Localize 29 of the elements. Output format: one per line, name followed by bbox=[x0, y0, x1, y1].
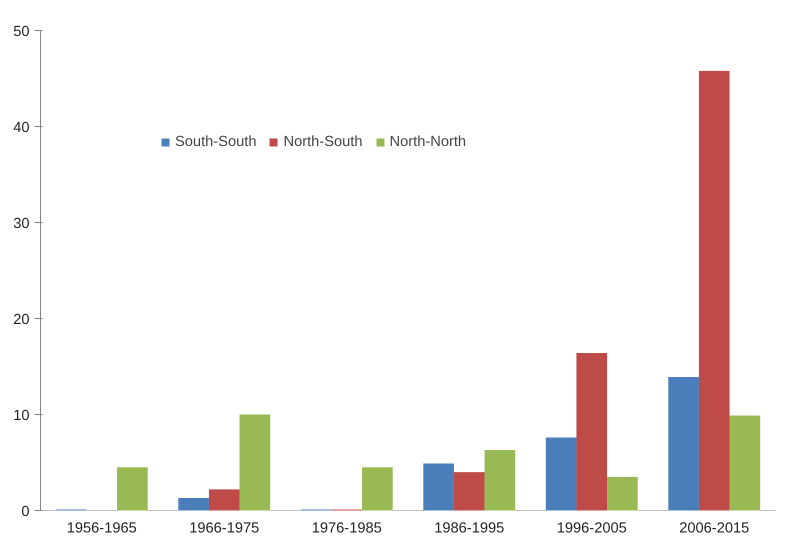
legend-label: North-North bbox=[390, 134, 466, 150]
y-tick-label: 10 bbox=[13, 408, 30, 424]
x-tick-label: 1976-1985 bbox=[312, 520, 382, 536]
bar bbox=[454, 472, 485, 510]
bar bbox=[668, 377, 699, 510]
bar bbox=[546, 438, 576, 510]
x-tick-label: 1996-2005 bbox=[556, 520, 627, 536]
bar bbox=[117, 467, 148, 510]
y-tick-label: 30 bbox=[13, 216, 30, 232]
bar bbox=[607, 476, 638, 510]
x-tick-label: 1986-1995 bbox=[434, 520, 504, 536]
bar bbox=[698, 70, 730, 510]
x-tick-label: 1956-1965 bbox=[66, 520, 137, 536]
bar bbox=[576, 353, 608, 510]
legend-label: North-South bbox=[283, 134, 363, 150]
bar bbox=[484, 450, 516, 510]
x-tick-label: 2006-2015 bbox=[679, 520, 750, 536]
bar bbox=[178, 498, 209, 510]
y-tick-label: 0 bbox=[21, 504, 30, 520]
bar bbox=[730, 415, 760, 510]
y-tick-label: 40 bbox=[13, 120, 30, 136]
bar bbox=[362, 467, 393, 510]
y-tick-label: 50 bbox=[13, 24, 30, 40]
x-tick-label: 1966-1975 bbox=[189, 520, 260, 536]
bar bbox=[208, 489, 240, 510]
bar bbox=[423, 463, 454, 510]
y-tick-label: 20 bbox=[13, 312, 30, 328]
legend-label: South-South bbox=[175, 134, 256, 150]
bar bbox=[240, 414, 270, 510]
